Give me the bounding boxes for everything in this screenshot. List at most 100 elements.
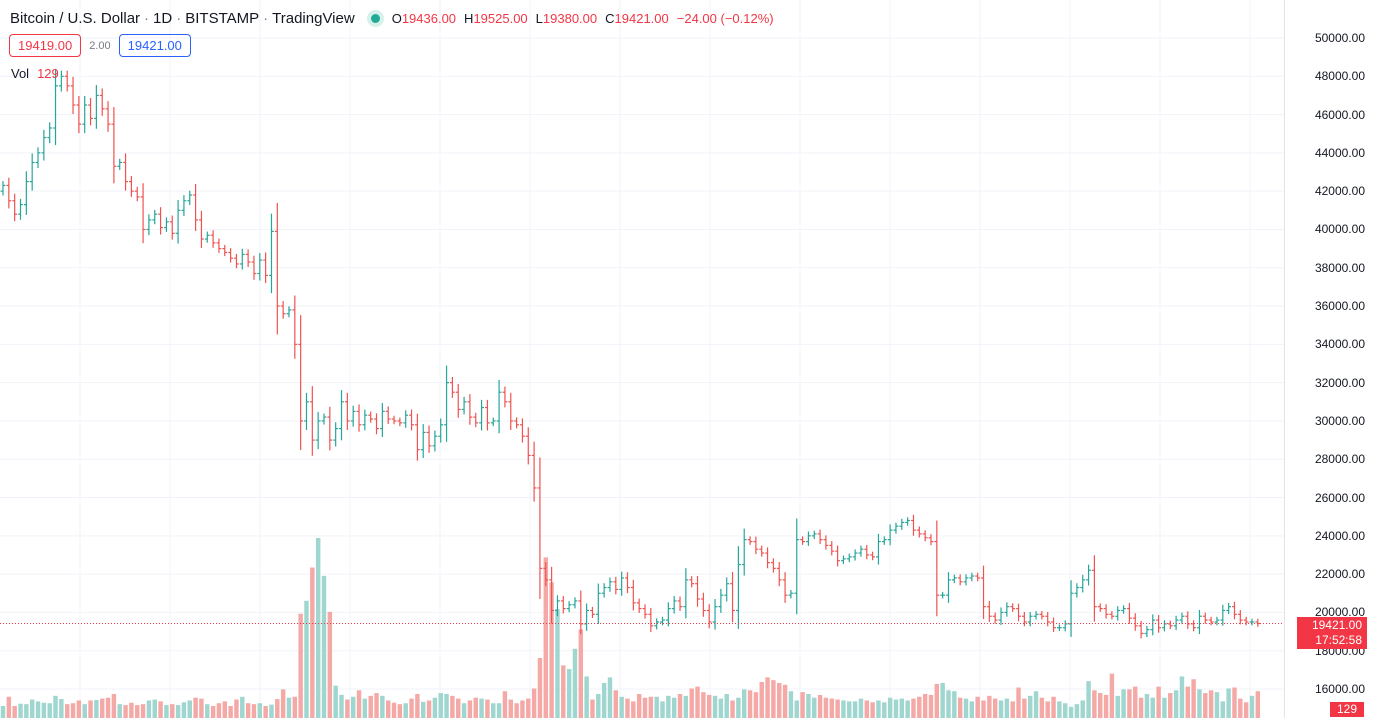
exchange-label: BITSTAMP: [185, 9, 260, 27]
bar-countdown: 17:52:58: [1315, 633, 1362, 647]
price-axis-label: 44000.00: [1314, 145, 1365, 160]
ohlc-open: O19436.00: [391, 10, 457, 26]
price-axis-label: 28000.00: [1314, 452, 1365, 467]
volume-bar: [70, 703, 76, 718]
volume-bar: [677, 694, 683, 718]
volume-bar: [701, 692, 706, 718]
volume-bar: [409, 698, 414, 718]
volume-bar: [666, 695, 671, 718]
volume-bar: [712, 695, 718, 718]
volume-bar: [461, 703, 467, 718]
volume-bar: [514, 703, 519, 718]
volume-bar: [222, 701, 227, 718]
volume-bar: [41, 702, 47, 718]
market-status-icon[interactable]: [370, 13, 380, 23]
volume-bar: [1133, 686, 1138, 718]
volume-bar: [94, 700, 99, 718]
volume-bar: [496, 703, 502, 718]
volume-bar: [765, 677, 770, 718]
volume-bar: [812, 697, 817, 718]
volume-bar: [1220, 701, 1226, 718]
volume-bar: [473, 697, 478, 718]
separator-dot: ·: [176, 9, 182, 27]
ohlc-high: H19525.00: [464, 10, 528, 26]
volume-bar: [1191, 679, 1196, 718]
volume-bar: [1168, 693, 1173, 718]
volume-bar: [292, 696, 298, 718]
volume-bar: [444, 694, 449, 718]
volume-value: 129: [37, 66, 59, 81]
volume-bar: [100, 698, 105, 718]
volume-bar: [806, 694, 811, 718]
symbol-name[interactable]: Bitcoin / U.S. Dollar: [10, 9, 141, 27]
volume-bar: [193, 697, 198, 718]
volume-bar: [117, 704, 122, 718]
volume-bar: [53, 695, 58, 718]
volume-bar: [835, 699, 840, 718]
volume-bar: [257, 703, 263, 718]
volume-bar: [852, 701, 858, 718]
volume-bar: [893, 699, 899, 718]
volume-bar: [397, 704, 403, 718]
volume-bar: [730, 700, 735, 718]
volume-bar: [415, 694, 420, 718]
volume-bar: [421, 701, 426, 718]
volume-bar: [1208, 690, 1214, 718]
interval-label[interactable]: 1D: [153, 9, 173, 27]
volume-bar: [158, 701, 163, 718]
volume-label[interactable]: Vol: [11, 66, 30, 81]
volume-bar: [555, 609, 560, 718]
volume-bar: [526, 698, 531, 718]
volume-bar: [374, 693, 379, 718]
volume-bar: [35, 701, 41, 718]
volume-bar: [619, 696, 624, 718]
volume-bar: [327, 611, 333, 718]
volume-bar: [1150, 697, 1155, 718]
volume-bar: [1179, 676, 1185, 718]
volume-bar: [170, 704, 175, 718]
provider-label: TradingView: [272, 9, 355, 27]
grid: [0, 0, 1284, 718]
volume-bar: [695, 686, 700, 718]
volume-bar: [975, 696, 980, 718]
volume-bar: [82, 704, 87, 718]
volume-bar: [1074, 704, 1080, 718]
volume-bar: [607, 677, 613, 718]
volume-bar: [111, 694, 117, 718]
volume-bar: [858, 698, 864, 718]
buy-price-button[interactable]: 19421.00: [118, 34, 191, 57]
volume-bar: [240, 696, 245, 718]
volume-bar: [747, 690, 753, 718]
price-axis-label: 32000.00: [1314, 375, 1365, 390]
volume-bar: [333, 685, 338, 718]
volume-bar: [304, 600, 309, 718]
volume-bar: [315, 538, 321, 718]
price-axis-label: 16000.00: [1314, 682, 1365, 696]
volume-bar: [1226, 688, 1231, 718]
volume-bar: [1243, 702, 1249, 718]
volume-bar: [263, 706, 268, 718]
ohlc-low: L19380.00: [535, 10, 598, 26]
volume-bar: [1063, 703, 1068, 718]
volume-bar: [794, 700, 799, 718]
volume-bar: [275, 699, 280, 718]
volume-bar: [520, 700, 525, 718]
volume-bar: [181, 702, 187, 718]
volume-bar: [356, 690, 362, 718]
volume-bar: [234, 699, 239, 718]
sell-price-button[interactable]: 19419.00: [9, 34, 82, 57]
volume-bar: [1033, 691, 1039, 718]
ohlc-close: C19421.00: [605, 10, 669, 26]
price-axis-label: 50000.00: [1314, 31, 1365, 45]
volume-bar: [508, 699, 513, 718]
volume-bar: [245, 703, 251, 718]
volume-bar: [129, 702, 134, 718]
volume-bar: [940, 682, 945, 718]
volume-bar: [216, 703, 222, 718]
volume-bar: [537, 658, 543, 718]
volume-bar: [310, 567, 315, 718]
volume-bar: [1121, 689, 1126, 718]
volume-bar: [450, 695, 455, 718]
trade-buttons: 19419.00 2.00 19421.00: [9, 34, 191, 57]
